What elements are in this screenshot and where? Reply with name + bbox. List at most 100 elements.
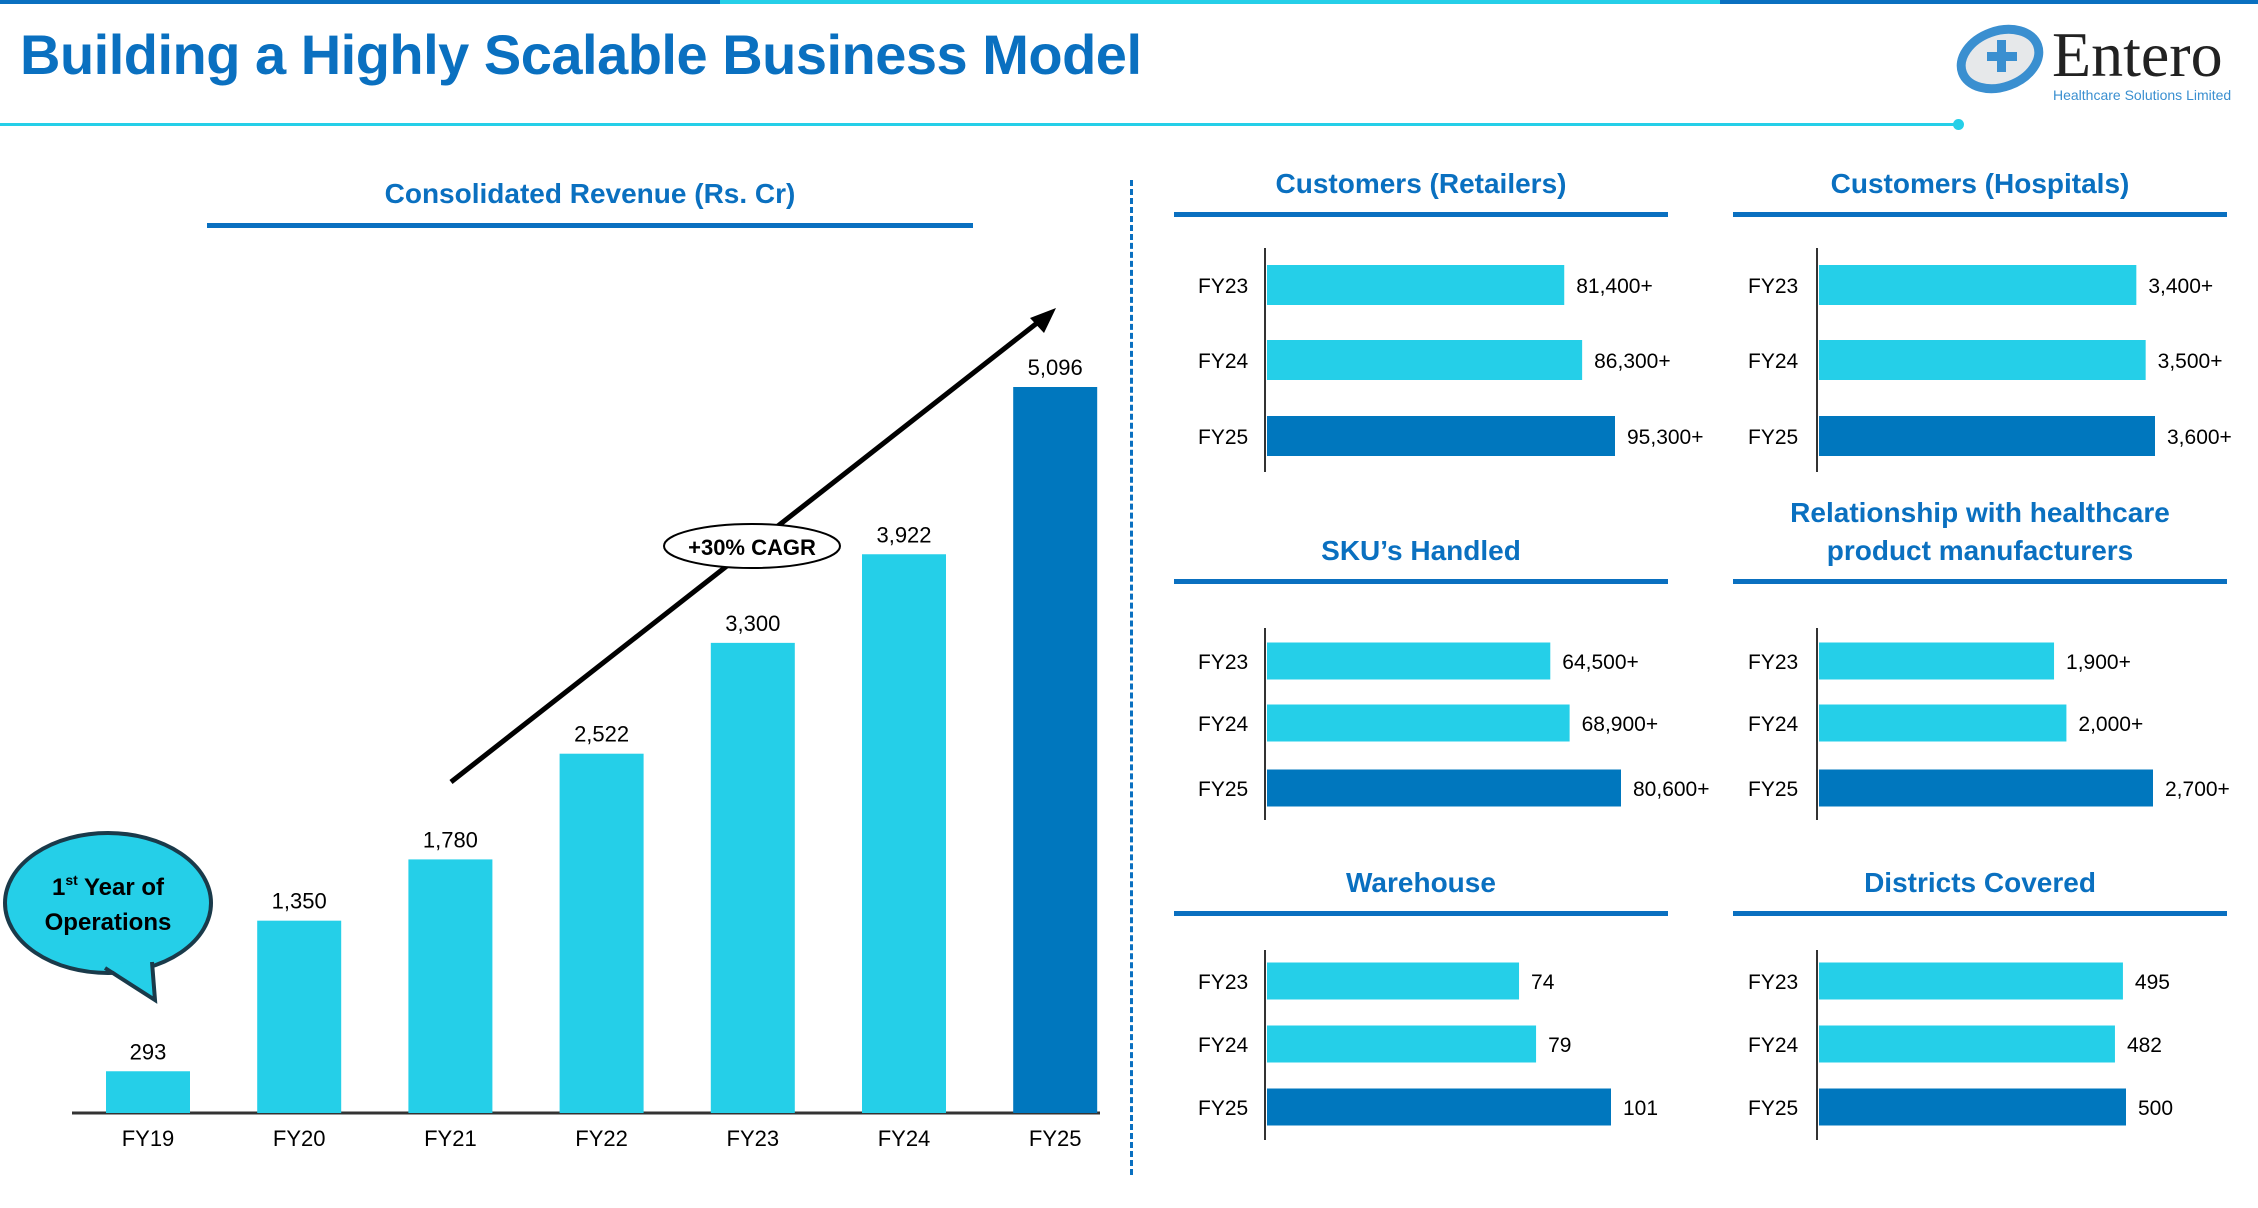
revenue-category-label: FY24: [878, 1126, 931, 1151]
panel-title: Customers (Hospitals): [1830, 168, 2130, 199]
panel-category-label: FY25: [1748, 426, 1798, 449]
panel-category-label: FY24: [1198, 713, 1249, 736]
panel-title: Relationship with healthcare product manu…: [1733, 494, 2227, 570]
panel-value-label: 2,700+: [2165, 778, 2230, 801]
panel-title-line: product manufacturers: [1826, 535, 2134, 566]
panel-value-label: 500: [2138, 1097, 2173, 1120]
logo-subtitle: Healthcare Solutions Limited: [2053, 87, 2232, 103]
section-divider: [1130, 180, 1133, 1175]
cagr-ellipse: [663, 523, 841, 569]
panel-category-label: FY25: [1748, 1097, 1798, 1120]
panel-category-label: FY25: [1198, 426, 1248, 449]
revenue-value-label: 2,522: [574, 722, 629, 747]
panel-title-line: Relationship with healthcare: [1790, 497, 2170, 528]
revenue-value-label: 3,922: [876, 522, 931, 547]
panel-title: Districts Covered: [1864, 867, 2096, 898]
panel-value-label: 3,600+: [2167, 426, 2232, 449]
panel-value-label: 79: [1548, 1034, 1571, 1057]
panel-title-underline: [1733, 911, 2227, 916]
revenue-value-label: 1,780: [423, 827, 478, 852]
revenue-bar: [106, 1071, 190, 1113]
revenue-value-label: 5,096: [1028, 355, 1083, 380]
panel-title-underline: [1174, 911, 1668, 916]
panel-category-label: FY23: [1198, 971, 1248, 994]
panel-value-label: 68,900+: [1582, 713, 1659, 736]
panel-bar: [1819, 642, 2055, 680]
panel-category-label: FY25: [1748, 778, 1798, 801]
panel-bar: [1267, 704, 1570, 742]
bubble-text-2: Operations: [45, 909, 172, 936]
panel-title-underline: [1733, 579, 2227, 584]
panel-bar: [1267, 340, 1583, 380]
panel-category-label: FY24: [1198, 1034, 1249, 1057]
panel-category-label: FY24: [1748, 350, 1799, 373]
panel-value-label: 2,000+: [2078, 713, 2143, 736]
panel-category-label: FY25: [1198, 778, 1248, 801]
panel-value-label: 495: [2135, 971, 2170, 994]
panel-bar: [1819, 1025, 2115, 1063]
revenue-bar: [862, 554, 946, 1113]
panel-category-label: FY23: [1198, 651, 1248, 674]
panel-bar: [1819, 340, 2146, 380]
revenue-category-label: FY22: [575, 1126, 628, 1151]
top-border-accent: [720, 0, 1720, 4]
panel-value-label: 80,600+: [1633, 778, 1710, 801]
panel-value-label: 3,400+: [2148, 275, 2213, 298]
revenue-category-label: FY21: [424, 1126, 477, 1151]
panel-value-label: 86,300+: [1594, 350, 1671, 373]
panel-bar: [1267, 416, 1615, 456]
panel-bar: [1819, 416, 2155, 456]
panel-category-label: FY25: [1198, 1097, 1248, 1120]
panel-bar: [1819, 769, 2153, 807]
panel-bar: [1819, 1088, 2126, 1126]
panel-value-label: 482: [2127, 1034, 2162, 1057]
revenue-value-label: 3,300: [725, 611, 780, 636]
panel-bar: [1819, 704, 2067, 742]
panel-category-label: FY24: [1748, 713, 1799, 736]
revenue-category-label: FY20: [273, 1126, 326, 1151]
revenue-chart-title: Consolidated Revenue (Rs. Cr): [384, 178, 796, 209]
panel-value-label: 101: [1623, 1097, 1658, 1120]
panel-value-label: 3,500+: [2158, 350, 2223, 373]
header-divider-dot: [1953, 119, 1964, 130]
panel-category-label: FY23: [1198, 275, 1248, 298]
panel-value-label: 1,900+: [2066, 651, 2131, 674]
logo-name: Entero: [2052, 19, 2223, 90]
revenue-category-label: FY25: [1029, 1126, 1082, 1151]
header-divider: [0, 123, 1960, 126]
panel-category-label: FY23: [1748, 651, 1798, 674]
panel-value-label: 64,500+: [1562, 651, 1639, 674]
bubble-text-1b: Year of: [78, 874, 165, 901]
panel-title: Warehouse: [1346, 867, 1496, 898]
panel-bar: [1819, 265, 2137, 305]
panel-title-underline: [1174, 212, 1668, 217]
page-title: Building a Highly Scalable Business Mode…: [20, 23, 1142, 86]
panel-category-label: FY24: [1198, 350, 1249, 373]
revenue-bar: [408, 859, 493, 1113]
revenue-bar: [257, 920, 342, 1113]
panel-category-label: FY24: [1748, 1034, 1799, 1057]
entero-logo-icon: [1956, 24, 2044, 94]
revenue-value-label: 293: [130, 1039, 167, 1064]
panel-title-underline: [1733, 212, 2227, 217]
panel-bar: [1267, 642, 1551, 680]
panel-value-label: 74: [1531, 971, 1555, 994]
revenue-category-label: FY19: [122, 1126, 175, 1151]
panel-title: Customers (Retailers): [1275, 168, 1567, 199]
revenue-bar: [710, 642, 795, 1113]
panel-value-label: 95,300+: [1627, 426, 1704, 449]
panel-bar: [1267, 769, 1621, 807]
cagr-label: +30% CAGR: [688, 535, 816, 560]
panel-bar: [1267, 1088, 1611, 1126]
panel-bar: [1819, 962, 2123, 1000]
panel-category-label: FY23: [1748, 971, 1798, 994]
panel-bar: [1267, 1025, 1537, 1063]
svg-text:1st Year of: 1st Year of: [52, 872, 165, 901]
panel-value-label: 81,400+: [1576, 275, 1653, 298]
bubble-sup: st: [65, 872, 78, 888]
panel-category-label: FY23: [1748, 275, 1798, 298]
revenue-title-underline: [207, 223, 973, 228]
cagr-arrowhead-icon: [1030, 308, 1056, 333]
revenue-bar: [559, 753, 644, 1113]
revenue-category-label: FY23: [727, 1126, 780, 1151]
